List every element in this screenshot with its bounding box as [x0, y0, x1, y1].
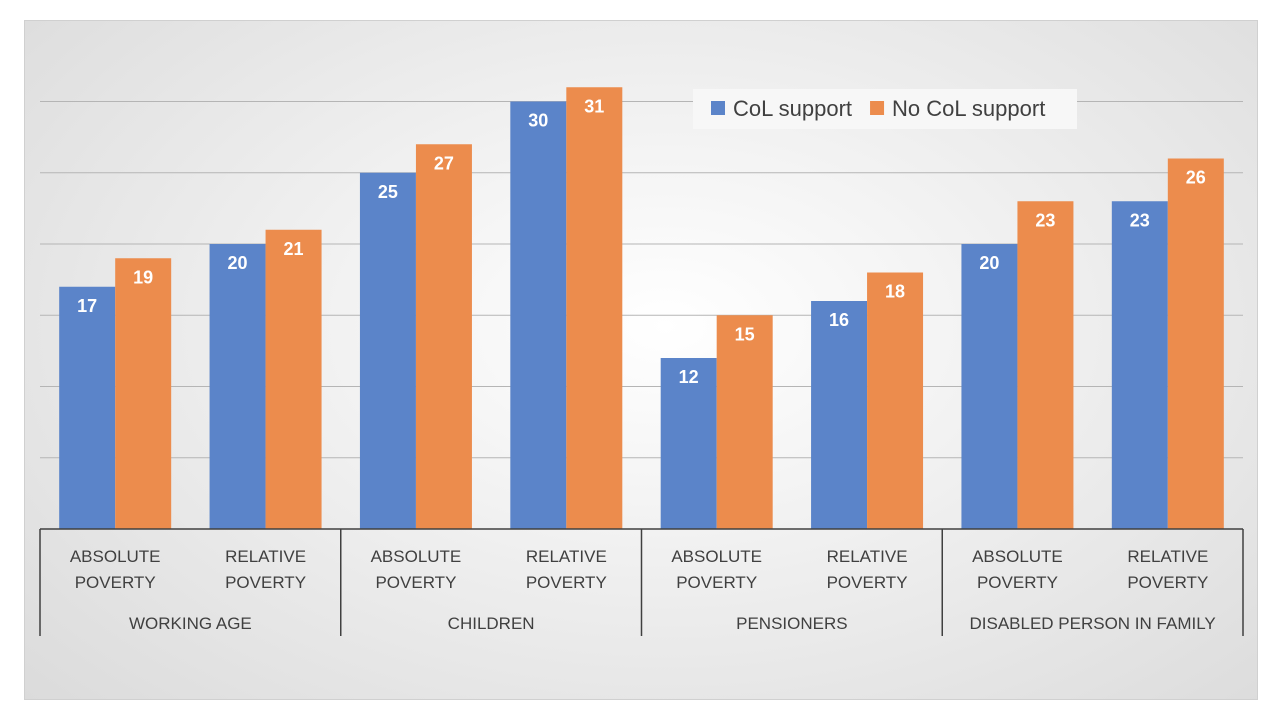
legend-swatch	[870, 101, 885, 115]
tick-label: ABSOLUTE	[70, 547, 161, 566]
tick-label: POVERTY	[75, 573, 156, 592]
tick-label: RELATIVE	[827, 547, 908, 566]
bar	[1167, 158, 1224, 529]
bar	[265, 229, 322, 529]
data-label: 20	[228, 253, 248, 273]
bar	[1017, 201, 1074, 529]
tick-label: POVERTY	[977, 573, 1058, 592]
group-label: WORKING AGE	[129, 614, 252, 633]
legend-swatch	[711, 101, 725, 115]
data-label: 16	[829, 310, 849, 330]
data-label: 18	[885, 282, 905, 302]
group-label: DISABLED PERSON IN FAMILY	[969, 614, 1215, 633]
tick-label: POVERTY	[225, 573, 306, 592]
data-label: 25	[378, 182, 398, 202]
data-label: 19	[133, 267, 153, 287]
category-axis: WORKING AGE ABSOLUTE POVERTY RELATIVE POVERT…	[39, 528, 1244, 636]
tick-label: RELATIVE	[526, 547, 607, 566]
bars: 17 19 20 21 25 27 30 31 12 15 16 18 20 23 23 26	[59, 87, 1224, 529]
bar	[115, 258, 172, 529]
bar	[867, 272, 924, 529]
bar-chart: 17 19 20 21 25 27 30 31 12 15 16 18 20 23 23 26 WORKING…	[39, 87, 1244, 636]
tick-label: ABSOLUTE	[972, 547, 1063, 566]
data-label: 27	[434, 153, 454, 173]
chart-area: 17 19 20 21 25 27 30 31 12 15 16 18 20 23 23 26 WORKING…	[24, 20, 1258, 700]
legend-box	[693, 89, 1077, 129]
bar	[510, 101, 567, 529]
bar	[359, 172, 416, 529]
tick-label: POVERTY	[1127, 573, 1208, 592]
data-label: 17	[77, 296, 97, 316]
tick-label: RELATIVE	[225, 547, 306, 566]
tick-label: POVERTY	[526, 573, 607, 592]
bar	[566, 87, 623, 529]
data-label: 23	[1130, 210, 1150, 230]
data-label: 20	[979, 253, 999, 273]
bar	[660, 358, 717, 529]
tick-label: POVERTY	[676, 573, 757, 592]
data-label: 31	[584, 96, 604, 116]
bar	[961, 244, 1018, 529]
tick-label: POVERTY	[827, 573, 908, 592]
tick-label: ABSOLUTE	[371, 547, 462, 566]
bar	[1111, 201, 1168, 529]
bar	[209, 244, 266, 529]
data-label: 26	[1186, 168, 1206, 188]
tick-label: ABSOLUTE	[671, 547, 762, 566]
legend-label: No CoL support	[892, 96, 1045, 121]
legend-label: CoL support	[733, 96, 852, 121]
group-label: PENSIONERS	[736, 614, 847, 633]
bar	[415, 144, 472, 529]
tick-label: POVERTY	[375, 573, 456, 592]
data-label: 23	[1035, 210, 1055, 230]
data-label: 30	[528, 111, 548, 131]
data-label: 15	[735, 324, 755, 344]
legend: CoL support No CoL support	[693, 89, 1077, 129]
bar	[811, 301, 868, 529]
bar	[59, 286, 116, 529]
bar	[716, 315, 773, 529]
tick-label: RELATIVE	[1127, 547, 1208, 566]
group-label: CHILDREN	[448, 614, 535, 633]
data-label: 21	[284, 239, 304, 259]
data-label: 12	[679, 367, 699, 387]
